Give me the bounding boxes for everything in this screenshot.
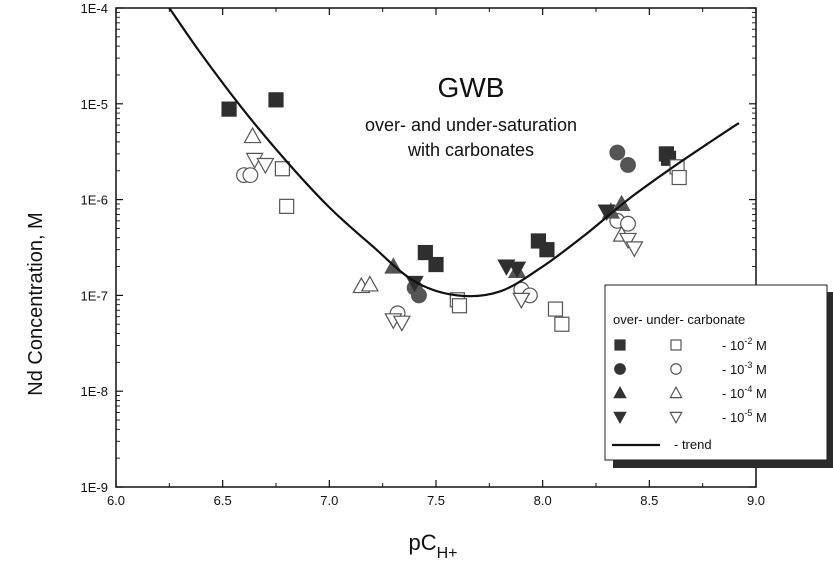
x-axis-title-subscript: H+ [437,545,458,562]
y-tick-label: 1E-4 [81,1,108,16]
legend-marker-filled [614,363,626,375]
legend-entry-label: - 10-2 M [722,336,767,353]
x-axis-title-main: pC [408,530,436,555]
data-point-square-filled [417,244,433,261]
data-point-triangle-down-open [256,157,275,175]
series-layer [168,7,740,332]
x-tick-label: 6.5 [214,493,232,508]
legend-entry-label: - 10-5 M [722,408,767,425]
legend-marker-open [670,363,682,375]
legend-marker-open [670,339,682,351]
y-tick-label: 1E-9 [81,480,108,495]
legend-marker-open [669,411,683,424]
data-point-square-open [279,198,295,214]
data-point-square-open [274,161,290,177]
legend-marker-filled [614,339,626,351]
x-tick-label: 7.5 [427,493,445,508]
x-tick-label: 8.0 [534,493,552,508]
data-point-square-open [671,169,687,186]
legend-marker-open [669,386,683,399]
y-tick-label: 1E-8 [81,384,108,399]
data-point-square-filled [221,101,237,117]
data-point-square-open [547,301,564,317]
data-point-circle-open [620,215,636,232]
data-point-square-filled [428,256,444,273]
legend: over- under- carbonate - 10-2 M- 10-3 M-… [604,284,833,468]
x-tick-label: 9.0 [747,493,765,508]
data-point-triangle-down-open [618,232,638,250]
x-tick-label: 8.5 [640,493,658,508]
data-point-circle-open [242,167,259,184]
data-point-circle-filled [620,156,636,173]
legend-marker-filled [613,386,627,399]
data-point-circle-filled [609,144,626,161]
data-point-square-filled [539,242,555,258]
x-axis-title: pCH+ [408,530,457,562]
legend-entries: - 10-2 M - 10-3 M - 10-4 M - 10-5 M [613,336,767,425]
y-tick-label: 1E-7 [81,288,108,303]
data-point-triangle-down-open [625,241,644,258]
svg-text:Nd Concentration, M: Nd Concentration, M [25,212,47,395]
data-point-triangle-down-open [392,315,411,332]
legend-box [604,284,828,461]
annotation-line-2: with carbonates [407,140,534,160]
legend-trend-label: - trend [674,437,712,452]
data-point-triangle-up-open [243,126,262,144]
x-tick-label: 6.0 [107,493,125,508]
legend-marker-filled [613,411,627,424]
axes: 6.0 6.5 7.0 7.5 8.0 8.5 9.0 1E-9 1E-8 1E-7 1E-6 1E-… [81,1,766,508]
x-tick-label: 7.0 [320,493,338,508]
annotation-title: GWB [438,72,505,103]
trend-line [168,7,740,298]
data-point-triangle-down-filled [507,261,527,278]
y-axis-title: Nd Concentration, M [25,212,47,395]
data-point-circle-filled [410,287,427,304]
data-point-triangle-up-open [360,275,379,292]
y-tick-label: 1E-5 [81,97,108,112]
data-point-square-open [451,298,468,314]
y-tick-label: 1E-6 [81,193,108,208]
data-point-square-filled [268,92,284,108]
annotation-line-1: over- and under-saturation [365,115,577,135]
data-point-square-open [554,316,570,332]
legend-entry-label: - 10-3 M [722,360,767,377]
legend-header: over- under- carbonate [613,312,745,327]
legend-entry-label: - 10-4 M [722,384,767,401]
data-point-triangle-down-open [512,292,531,310]
